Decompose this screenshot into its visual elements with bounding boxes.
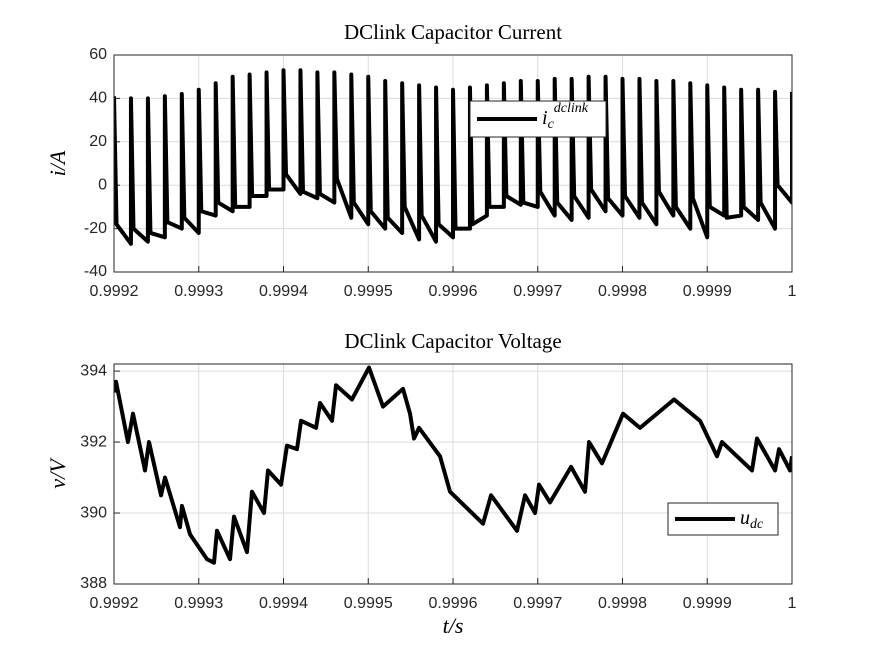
axes-box [113,363,793,585]
y-tick-label: 394 [80,362,107,379]
x-tick-label: 0.9993 [174,283,223,300]
x-tick-label: 0.9999 [683,595,732,612]
data-line [114,68,792,246]
y-tick-label: -40 [84,263,107,280]
y-tick-label: -20 [84,220,107,237]
x-tick-label: 0.9992 [90,283,139,300]
y-tick-label: 388 [80,575,107,592]
x-tick-label: 0.9998 [598,595,647,612]
x-tick-label: 0.9996 [429,283,478,300]
legend-label: icdclink [542,101,589,132]
legend-label: udc [740,507,764,533]
x-tick-label: 0.9998 [598,283,647,300]
x-tick-label: 1 [788,595,797,612]
chart-title: DClink Capacitor Current [344,20,562,44]
x-tick-label: 0.9997 [513,283,562,300]
chart-title: DClink Capacitor Voltage [344,329,561,353]
data-line [114,365,792,565]
x-tick-label: 0.9992 [90,595,139,612]
x-tick-label: 0.9995 [344,283,393,300]
y-tick-label: 390 [80,504,107,521]
axes-box [113,54,793,273]
y-tick-label: 60 [89,46,107,63]
x-tick-label: 0.9994 [259,283,308,300]
x-tick-label: 0.9997 [513,595,562,612]
y-tick-label: 20 [89,133,107,150]
x-axis-label: t/s [443,613,464,638]
x-tick-label: 0.9999 [683,283,732,300]
y-tick-label: 0 [98,176,107,193]
x-tick-label: 0.9994 [259,595,308,612]
y-axis-label: v/V [45,457,70,489]
x-tick-label: 0.9995 [344,595,393,612]
x-tick-label: 0.9993 [174,595,223,612]
x-tick-label: 1 [788,283,797,300]
plot-area [114,365,792,565]
x-tick-label: 0.9996 [429,595,478,612]
y-tick-label: 40 [89,90,107,107]
y-tick-label: 392 [80,433,107,450]
legend-box [469,100,607,138]
plot-area [114,68,792,246]
y-axis-label: i/A [45,150,70,176]
